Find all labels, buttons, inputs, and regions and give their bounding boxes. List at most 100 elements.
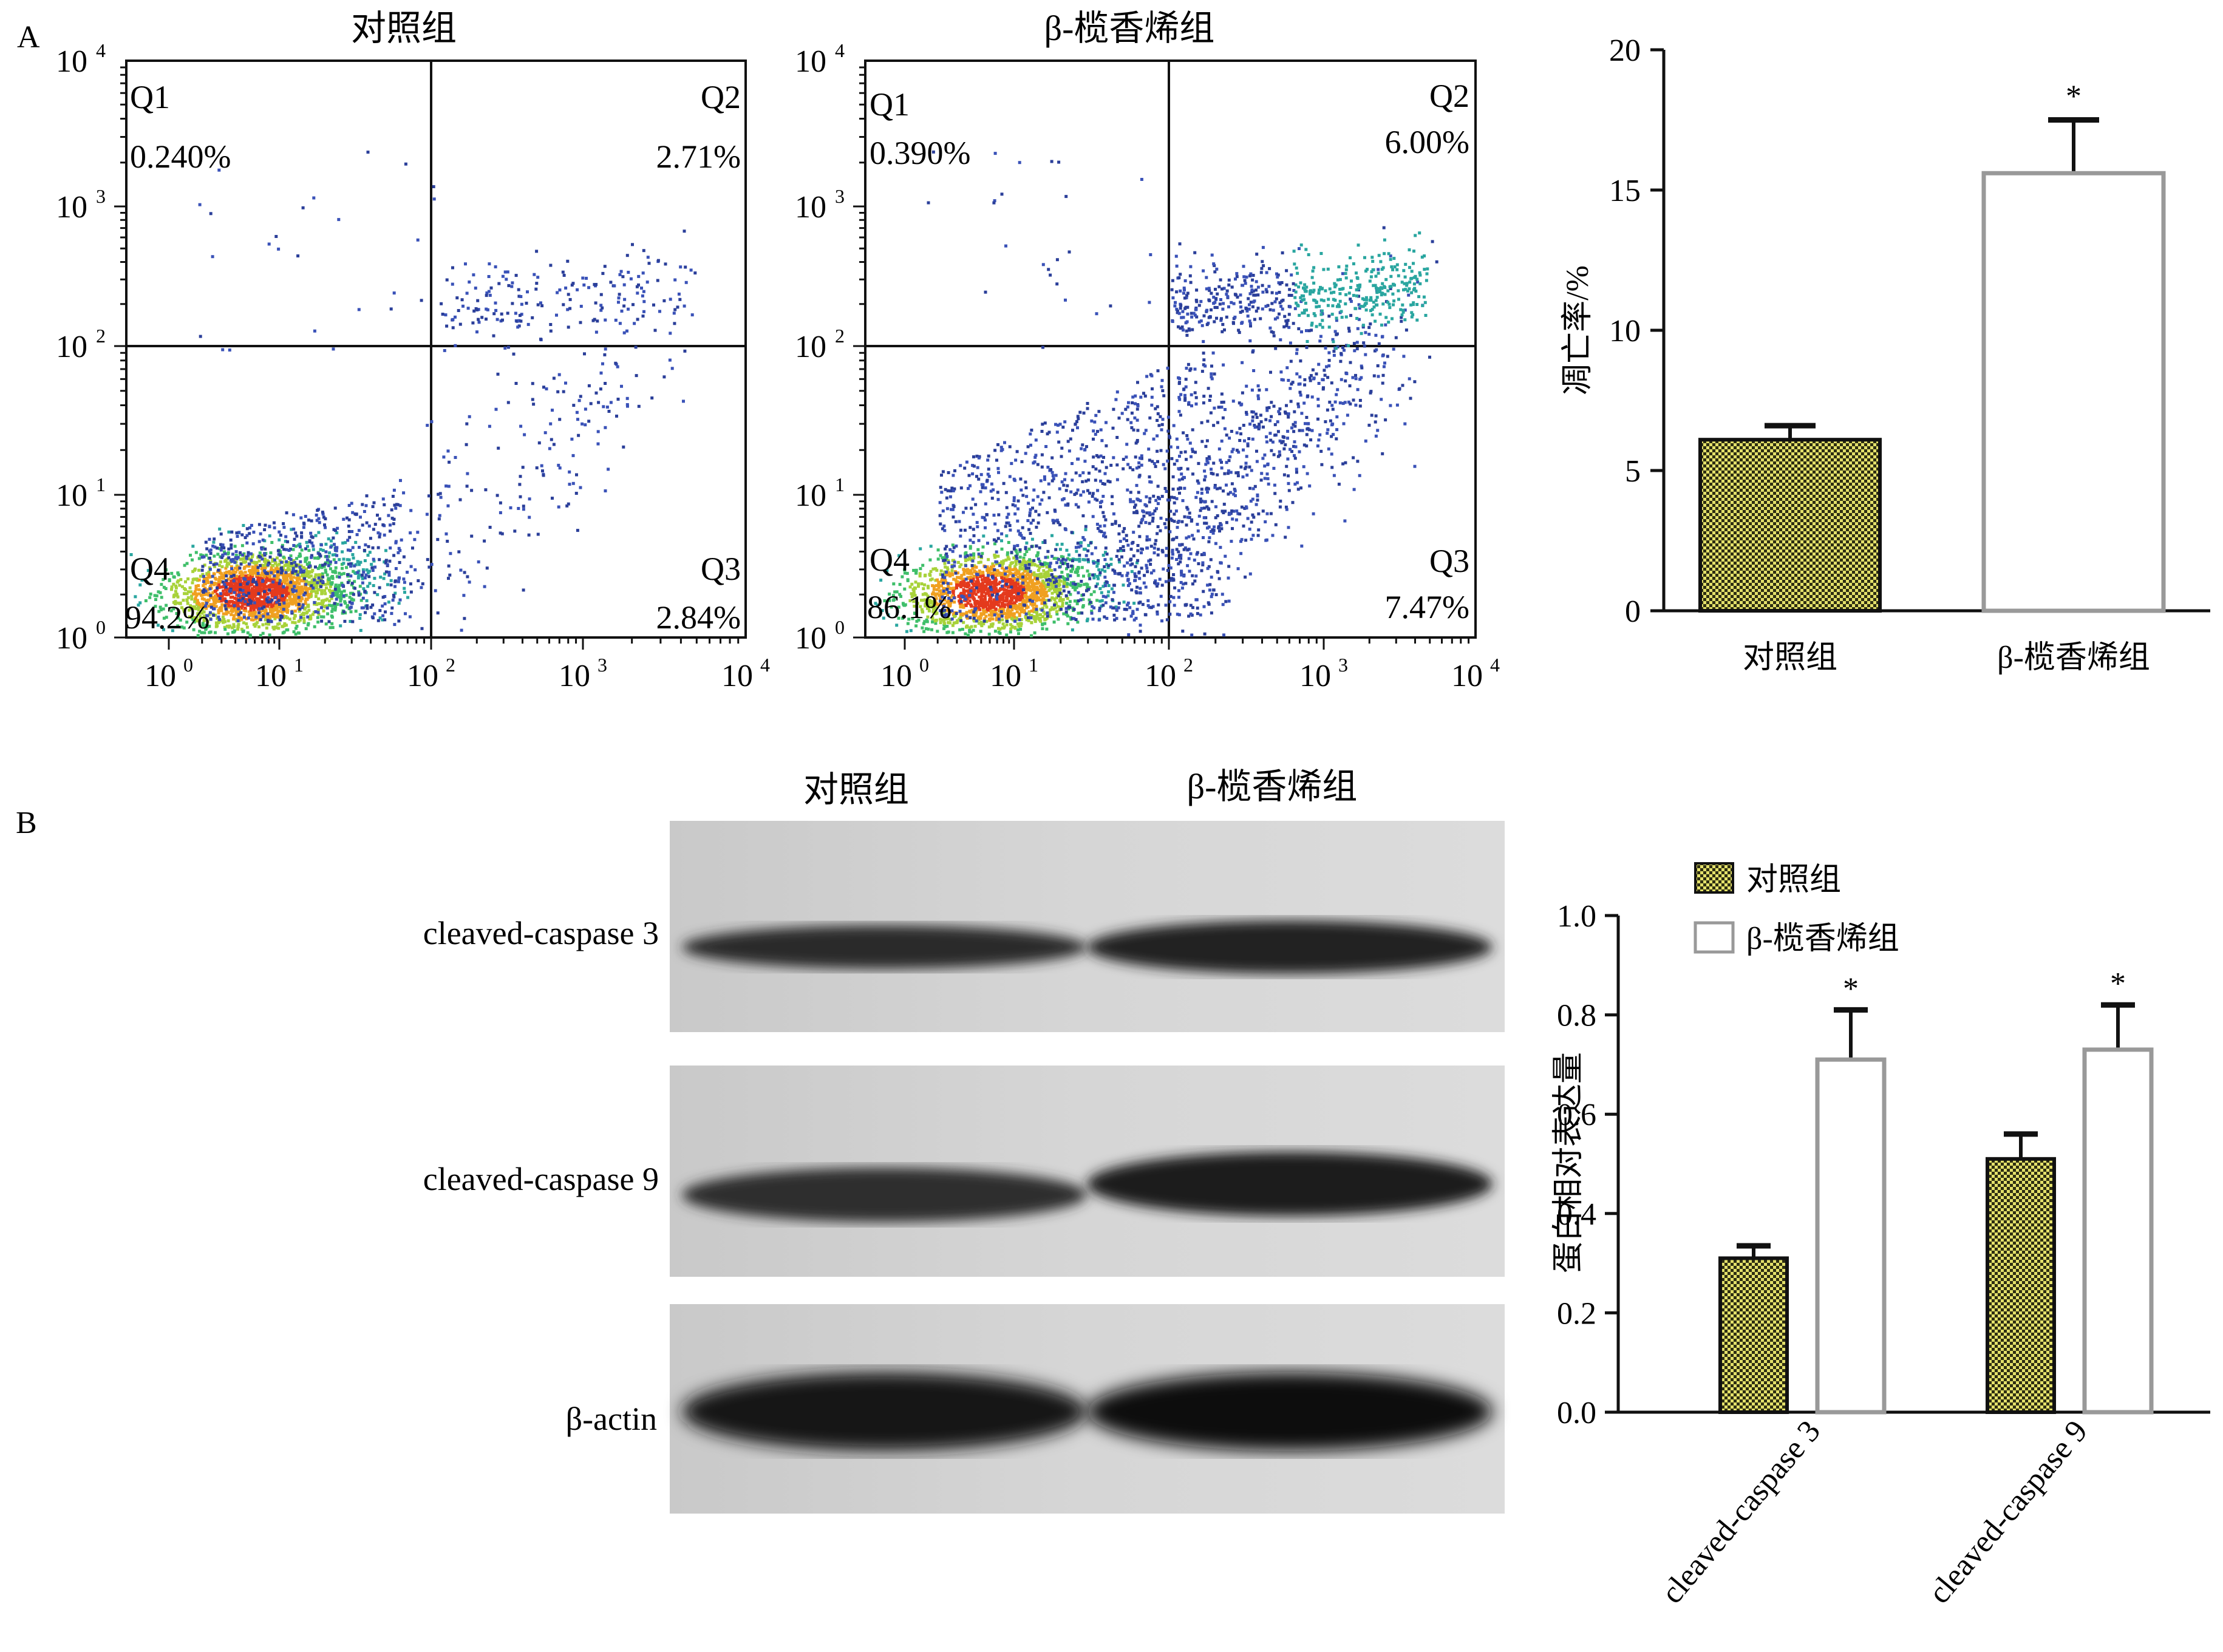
event-dot	[965, 460, 969, 464]
event-dot	[958, 565, 962, 568]
event-dot	[432, 185, 435, 188]
event-dot	[322, 565, 326, 568]
event-dot	[551, 497, 554, 500]
event-dot	[1134, 503, 1137, 507]
event-dot	[517, 294, 521, 298]
event-dot	[447, 564, 451, 568]
event-dot	[1191, 534, 1194, 537]
event-dot	[986, 478, 989, 482]
event-dot	[1005, 617, 1009, 621]
event-dot	[972, 596, 975, 599]
y-tick-exponent: 3	[96, 185, 106, 207]
event-dot	[637, 274, 641, 278]
event-dot	[637, 283, 640, 287]
event-dot	[296, 254, 300, 257]
event-dot	[317, 517, 321, 520]
event-dot	[267, 242, 271, 246]
event-dot	[233, 572, 236, 576]
event-dot	[298, 542, 302, 546]
event-dot	[317, 597, 321, 600]
event-dot	[1080, 580, 1083, 583]
event-dot	[205, 602, 208, 605]
event-dot	[969, 546, 972, 550]
event-dot	[197, 606, 200, 610]
event-dot	[1164, 526, 1168, 529]
event-dot	[334, 560, 338, 564]
event-dot	[1016, 580, 1020, 584]
event-dot	[413, 538, 417, 542]
event-dot	[1034, 617, 1038, 620]
event-dot	[298, 607, 302, 611]
event-dot	[259, 590, 263, 593]
y-tick-label: 10	[56, 478, 87, 513]
event-dot	[215, 562, 219, 566]
event-dot	[1061, 601, 1064, 605]
event-dot	[347, 562, 350, 566]
event-dot	[1117, 606, 1120, 610]
event-dot	[1107, 584, 1111, 587]
event-dot	[552, 443, 556, 446]
event-dot	[356, 571, 359, 574]
event-dot	[291, 548, 295, 551]
event-dot	[232, 574, 236, 577]
event-dot	[230, 543, 233, 547]
event-dot	[949, 617, 953, 621]
event-dot	[976, 525, 979, 529]
event-dot	[1052, 477, 1055, 481]
event-dot	[1111, 502, 1114, 506]
event-dot	[1002, 626, 1006, 630]
event-dot	[251, 613, 254, 617]
event-dot	[314, 610, 318, 613]
event-dot	[438, 492, 442, 495]
event-dot	[1126, 463, 1130, 466]
event-dot	[941, 575, 945, 579]
event-dot	[1112, 613, 1116, 617]
event-dot	[1000, 576, 1004, 580]
event-dot	[324, 550, 328, 554]
event-dot	[1024, 615, 1027, 619]
event-dot	[242, 630, 245, 633]
event-dot	[990, 614, 994, 617]
event-dot	[186, 577, 190, 580]
event-dot	[933, 608, 936, 612]
event-dot	[244, 609, 248, 613]
event-dot	[909, 629, 913, 633]
event-dot	[322, 599, 325, 602]
event-dot	[226, 593, 230, 596]
event-dot	[255, 600, 259, 603]
event-dot	[310, 590, 313, 594]
event-dot	[1190, 393, 1193, 396]
event-dot	[603, 265, 607, 268]
event-dot	[991, 562, 995, 566]
event-dot	[1090, 610, 1094, 613]
event-dot	[291, 571, 294, 574]
event-dot	[1082, 411, 1086, 415]
event-dot	[349, 562, 353, 566]
event-dot	[945, 570, 948, 574]
event-dot	[231, 587, 234, 591]
event-dot	[430, 563, 434, 566]
event-dot	[183, 592, 186, 596]
event-dot	[511, 281, 514, 285]
event-dot	[1094, 432, 1097, 436]
event-dot	[207, 570, 211, 574]
event-dot	[160, 583, 163, 586]
event-dot	[333, 607, 337, 610]
event-dot	[277, 622, 281, 625]
event-dot	[673, 308, 677, 311]
event-dot	[990, 568, 994, 571]
event-dot	[250, 606, 254, 610]
event-dot	[209, 603, 213, 607]
event-dot	[979, 620, 983, 624]
event-dot	[383, 602, 387, 606]
event-dot	[1036, 553, 1040, 557]
x-tick-label: 10	[721, 659, 753, 693]
event-dot	[202, 588, 206, 591]
event-dot	[270, 598, 274, 602]
event-dot	[895, 590, 899, 594]
event-dot	[129, 553, 133, 556]
event-dot	[376, 619, 380, 622]
event-dot	[215, 621, 219, 625]
event-dot	[149, 593, 152, 596]
event-dot	[193, 597, 197, 601]
